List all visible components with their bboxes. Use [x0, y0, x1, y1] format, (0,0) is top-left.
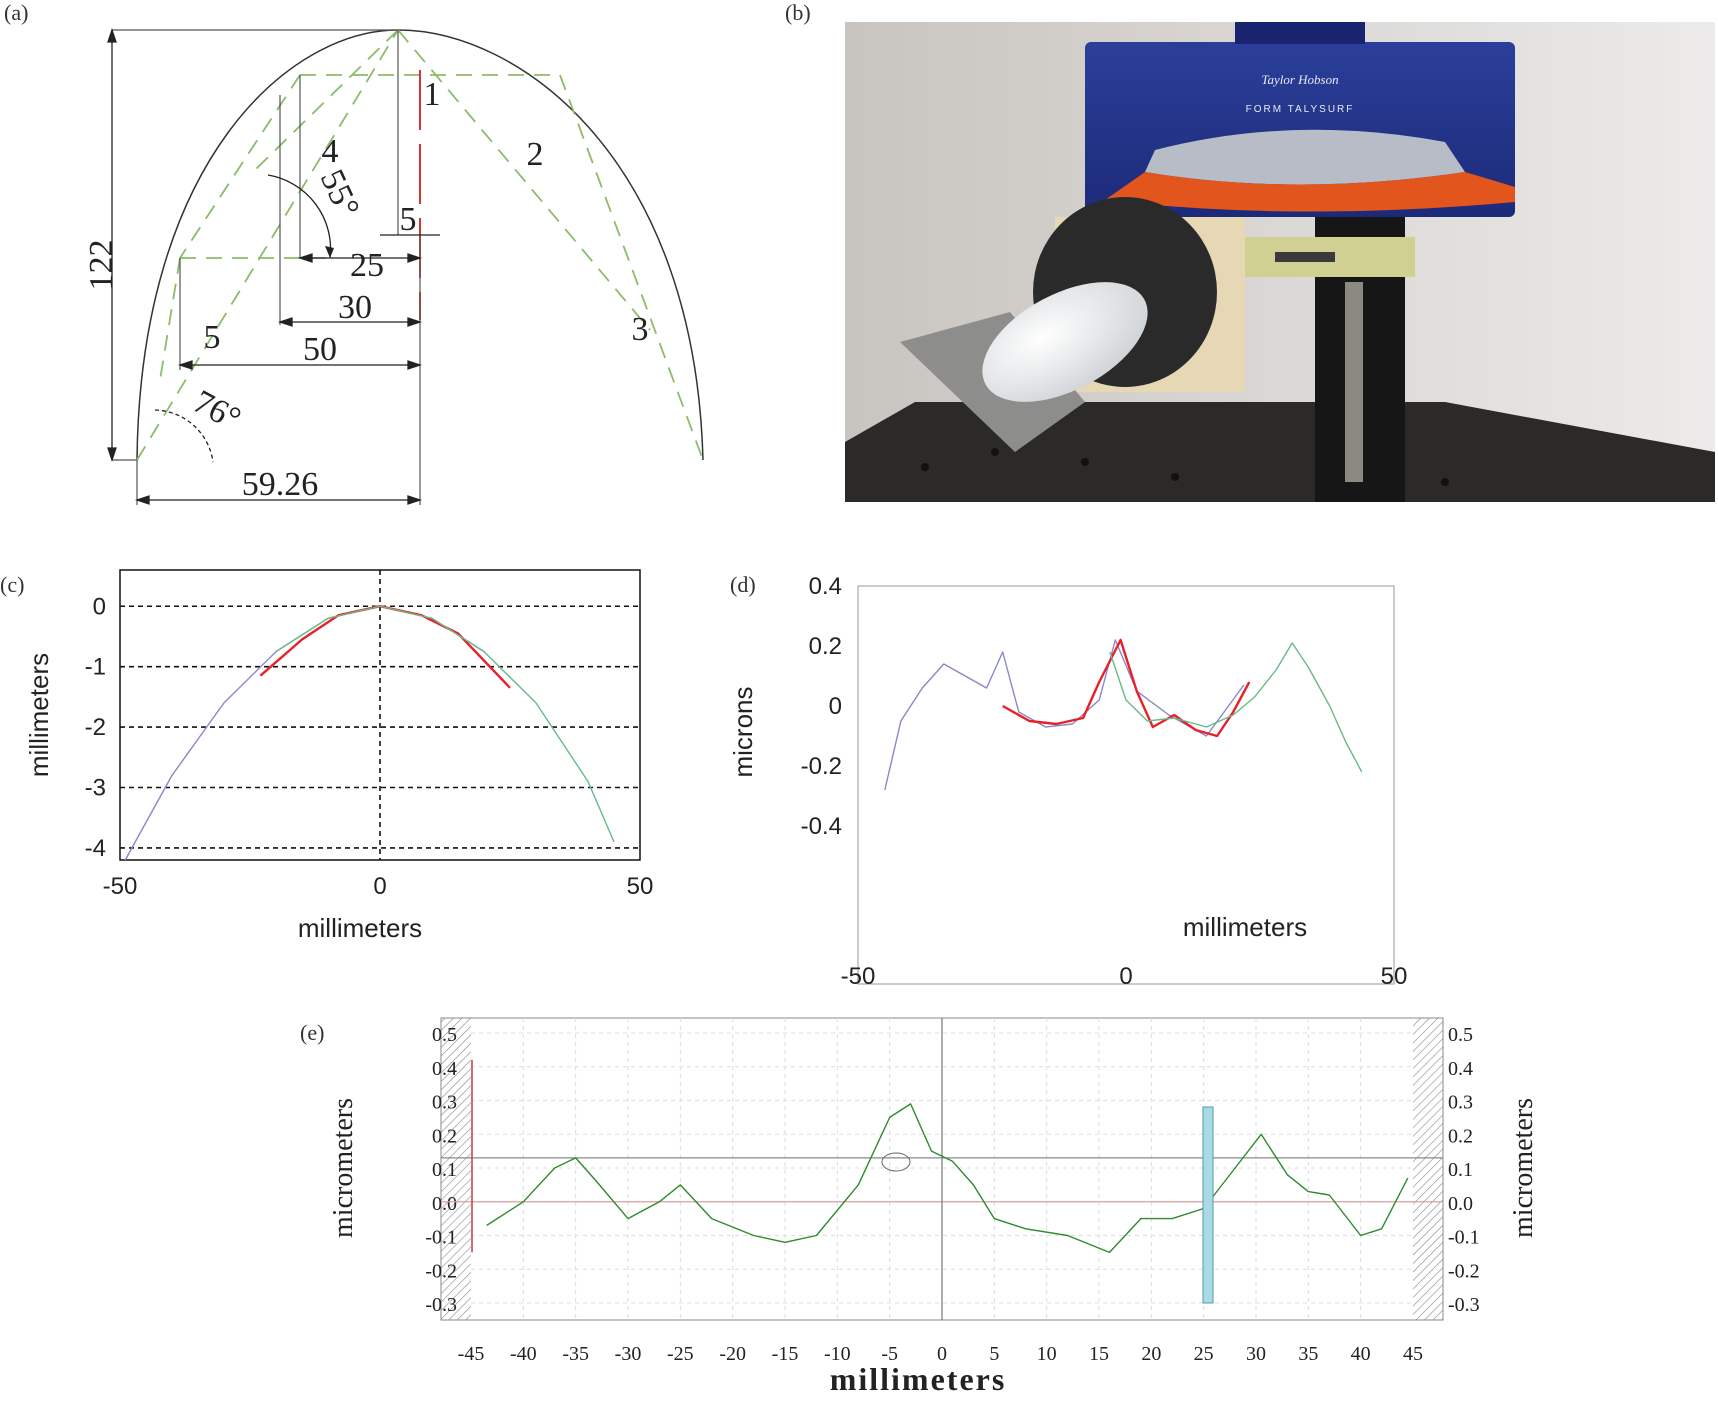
- chart-e-xtick: 10: [1037, 1343, 1057, 1365]
- chart-d-series-line: [1109, 642, 1363, 773]
- dim-50: 50: [303, 331, 337, 368]
- chart-e-xtick: 30: [1246, 1343, 1266, 1365]
- brand-text: Taylor Hobson: [1261, 72, 1338, 87]
- chart-d-xtick: 50: [1381, 963, 1408, 990]
- chart-e-ytick: -0.2: [425, 1260, 457, 1282]
- chart-e-xtick: -10: [824, 1343, 851, 1365]
- angle-55: 55°: [313, 164, 367, 223]
- chart-e-ytick: 0.3: [432, 1092, 457, 1114]
- chart-e-ytick-right: 0.1: [1448, 1159, 1473, 1181]
- chart-e-xlabel: millimeters: [830, 1361, 1007, 1397]
- chart-c-series-line: [275, 605, 615, 843]
- chart-e-xtick: 40: [1351, 1343, 1371, 1365]
- chart-c-ytick: -4: [85, 835, 106, 862]
- chart-e-xtick: -20: [719, 1343, 746, 1365]
- dim-59-26: 59.26: [242, 466, 319, 503]
- chart-c-xtick: 50: [627, 873, 654, 900]
- chart-e-ytick: 0.4: [432, 1058, 457, 1080]
- center-marker: [881, 1152, 911, 1172]
- chart-c-ytick: -3: [85, 775, 106, 802]
- chart-e-xtick: -15: [772, 1343, 799, 1365]
- chart-e-ytick: 0.1: [432, 1159, 457, 1181]
- chart-d-series-line: [1002, 638, 1251, 738]
- chart-e-xtick: -5: [881, 1343, 898, 1365]
- chart-e-ytick-right: 0.2: [1448, 1125, 1473, 1147]
- chart-c-series-line: [124, 605, 485, 861]
- model-text: FORM TALYSURF: [1246, 104, 1355, 115]
- chart-e-xtick: -30: [615, 1343, 642, 1365]
- dim-5-top: 5: [400, 201, 417, 238]
- chart-d-ytick: -0.2: [801, 753, 842, 780]
- dim-30: 30: [338, 289, 372, 326]
- chart-e-xtick: -45: [458, 1343, 485, 1365]
- panel-c-label: (c): [0, 572, 25, 597]
- chart-e-xtick: 35: [1298, 1343, 1318, 1365]
- panel-a-label: (a): [4, 0, 29, 25]
- region-3: 3: [632, 311, 649, 348]
- dim-5-left: 5: [204, 319, 221, 356]
- chart-e: 0.5 0.5 0.4 0.4 0.3 0.3 0.2 0.2 0.1 0.1 0.0 0.0 -0.1…: [328, 1017, 1539, 1397]
- chart-d-ylabel: microns: [728, 686, 758, 777]
- chart-e-xtick: 20: [1141, 1343, 1161, 1365]
- chart-e-xtick: 5: [989, 1343, 999, 1365]
- chart-d: 0.4 0.2 0 -0.2 -0.4 -50 0 50 millimeters micron…: [728, 573, 1407, 990]
- chart-d-xtick: -50: [841, 963, 876, 990]
- dim-25: 25: [350, 247, 384, 284]
- chart-d-series-line: [884, 639, 1245, 791]
- chart-c-ytick: 0: [93, 593, 106, 620]
- chart-c-xlabel: millimeters: [298, 913, 422, 943]
- chart-c-ytick: -2: [85, 714, 106, 741]
- chart-e-ytick-right: -0.1: [1448, 1227, 1480, 1249]
- chart-e-ytick: 0.5: [432, 1024, 457, 1046]
- chart-c-series-line: [259, 605, 511, 689]
- chart-e-xtick: 25: [1194, 1343, 1214, 1365]
- chart-e-ytick-right: -0.2: [1448, 1260, 1480, 1282]
- chart-e-series-line: [486, 1103, 1409, 1254]
- panel-a-diagram: 122 59.26 50 30 25 5 5 76° 55° 1 2 3 4: [83, 27, 704, 505]
- panel-b-photo: Taylor Hobson FORM TALYSURF: [845, 22, 1715, 502]
- chart-d-xlabel: millimeters: [1183, 912, 1307, 942]
- panel-b-label: (b): [785, 0, 811, 25]
- chart-e-xtick: 15: [1089, 1343, 1109, 1365]
- left-hatch: [441, 1018, 471, 1320]
- chart-c: 0 -1 -2 -3 -4 -50 0 50 millimeters millimeters: [24, 569, 654, 943]
- cursor-bar: [1202, 1106, 1214, 1304]
- chart-e-ytick: 0.2: [432, 1125, 457, 1147]
- chart-e-ytick-right: 0.0: [1448, 1193, 1473, 1215]
- chart-e-ytick: -0.3: [425, 1294, 457, 1316]
- chart-e-xtick: 0: [937, 1343, 947, 1365]
- chart-d-ytick: 0: [829, 693, 842, 720]
- chart-e-ylabel-right: micrometers: [1508, 1098, 1539, 1238]
- chart-e-ytick-right: -0.3: [1448, 1294, 1480, 1316]
- chart-d-ytick: 0.4: [809, 573, 842, 600]
- chart-e-ytick-right: 0.5: [1448, 1024, 1473, 1046]
- chart-c-xtick: 0: [373, 873, 386, 900]
- chart-e-ytick: 0.0: [432, 1193, 457, 1215]
- panel-e-label: (e): [300, 1020, 325, 1045]
- chart-e-xtick: 45: [1403, 1343, 1423, 1365]
- chart-d-ytick: -0.4: [801, 813, 842, 840]
- chart-c-ylabel: millimeters: [24, 653, 54, 777]
- region-4: 4: [322, 133, 339, 170]
- chart-e-xtick: -25: [667, 1343, 694, 1365]
- chart-d-xtick: 0: [1119, 963, 1132, 990]
- region-1: 1: [424, 76, 441, 113]
- chart-e-ytick: -0.1: [425, 1227, 457, 1249]
- chart-e-ytick-right: 0.4: [1448, 1058, 1473, 1080]
- panel-d-label: (d): [730, 572, 756, 597]
- angle-76: 76°: [187, 383, 246, 438]
- chart-e-ylabel-left: micrometers: [328, 1098, 359, 1238]
- chart-c-xtick: -50: [103, 873, 138, 900]
- dim-122: 122: [83, 240, 120, 291]
- region-2: 2: [527, 136, 544, 173]
- chart-e-ytick-right: 0.3: [1448, 1092, 1473, 1114]
- chart-c-ytick: -1: [85, 654, 106, 681]
- chart-e-xtick: -35: [562, 1343, 589, 1365]
- chart-e-xtick: -40: [510, 1343, 537, 1365]
- right-hatch: [1413, 1018, 1443, 1320]
- chart-d-ytick: 0.2: [809, 633, 842, 660]
